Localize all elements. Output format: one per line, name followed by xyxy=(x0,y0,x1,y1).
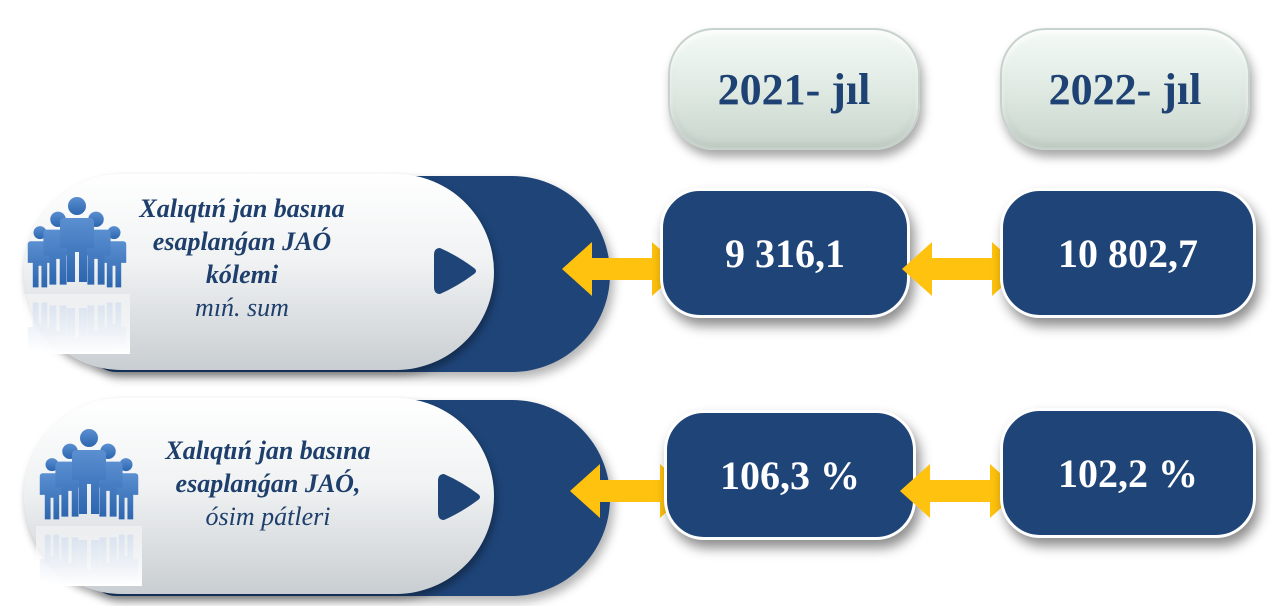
unit-label: mıń. sum xyxy=(195,293,289,322)
value-2022-row-1: 10 802,7 xyxy=(1000,188,1256,318)
value-2022-row-2: 102,2 % xyxy=(1000,408,1256,538)
people-group-icon xyxy=(24,182,130,352)
year-header-label: 2022- jıl xyxy=(1048,64,1202,114)
category-label: Xalıqtıń jan basına esaplanǵan JAÓ, ósim… xyxy=(158,434,378,533)
category-label: Xalıqtıń jan basına esaplanǵan JAÓ kólem… xyxy=(132,192,352,324)
category-row-2: Xalıqtıń jan basına esaplanǵan JAÓ, ósim… xyxy=(0,396,640,606)
people-group-icon xyxy=(36,414,142,584)
value-2021-row-1: 9 316,1 xyxy=(660,188,910,318)
unit-label: ósim pátleri xyxy=(205,502,331,531)
year-header-2021: 2021- jıl xyxy=(668,28,920,150)
category-row-1: Xalıqtıń jan basına esaplanǵan JAÓ kólem… xyxy=(0,170,640,380)
year-header-2022: 2022- jıl xyxy=(1000,28,1250,150)
triangle-pointer-icon xyxy=(436,472,482,522)
year-header-label: 2021- jıl xyxy=(717,64,871,114)
triangle-pointer-icon xyxy=(432,246,478,296)
value-2021-row-2: 106,3 % xyxy=(664,410,916,540)
